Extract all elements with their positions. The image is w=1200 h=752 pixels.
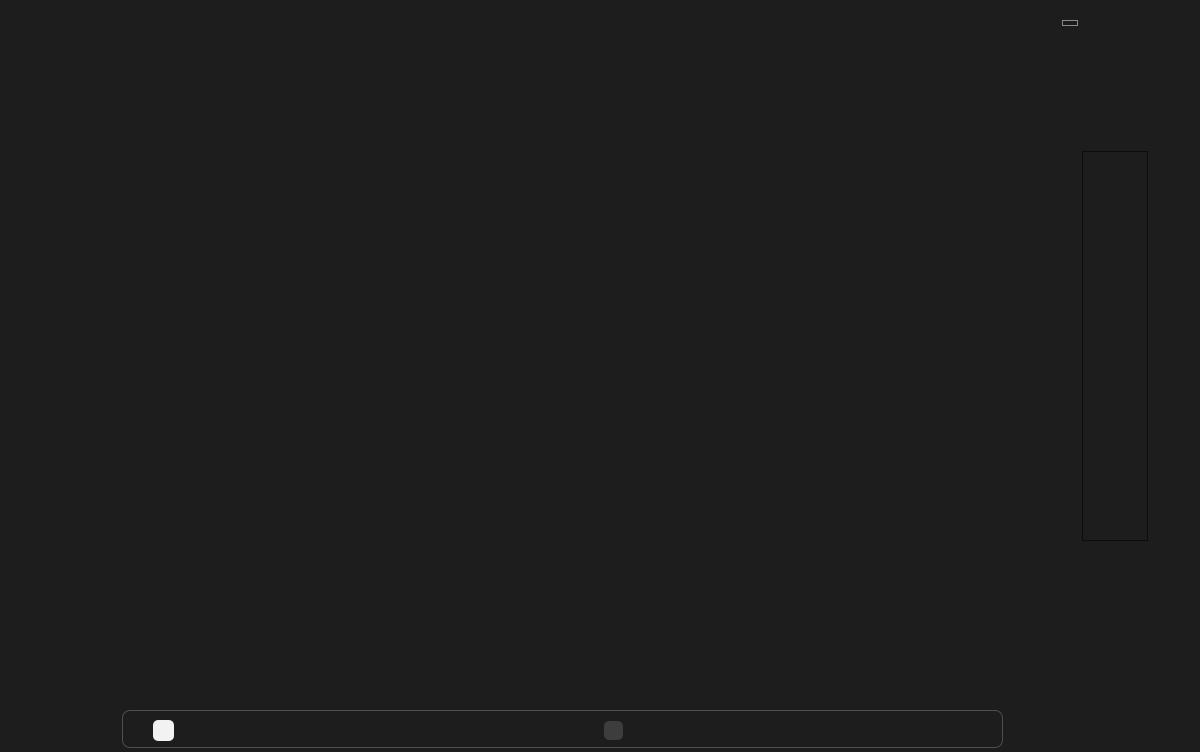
colorbar-frame bbox=[1082, 151, 1148, 541]
legend-bar bbox=[122, 710, 1003, 748]
time-window-badge bbox=[1062, 20, 1078, 26]
no-overlay-checkbox[interactable] bbox=[604, 721, 623, 740]
measurement-trace-swatch bbox=[379, 731, 431, 734]
measurement-checkbox[interactable] bbox=[153, 720, 174, 741]
